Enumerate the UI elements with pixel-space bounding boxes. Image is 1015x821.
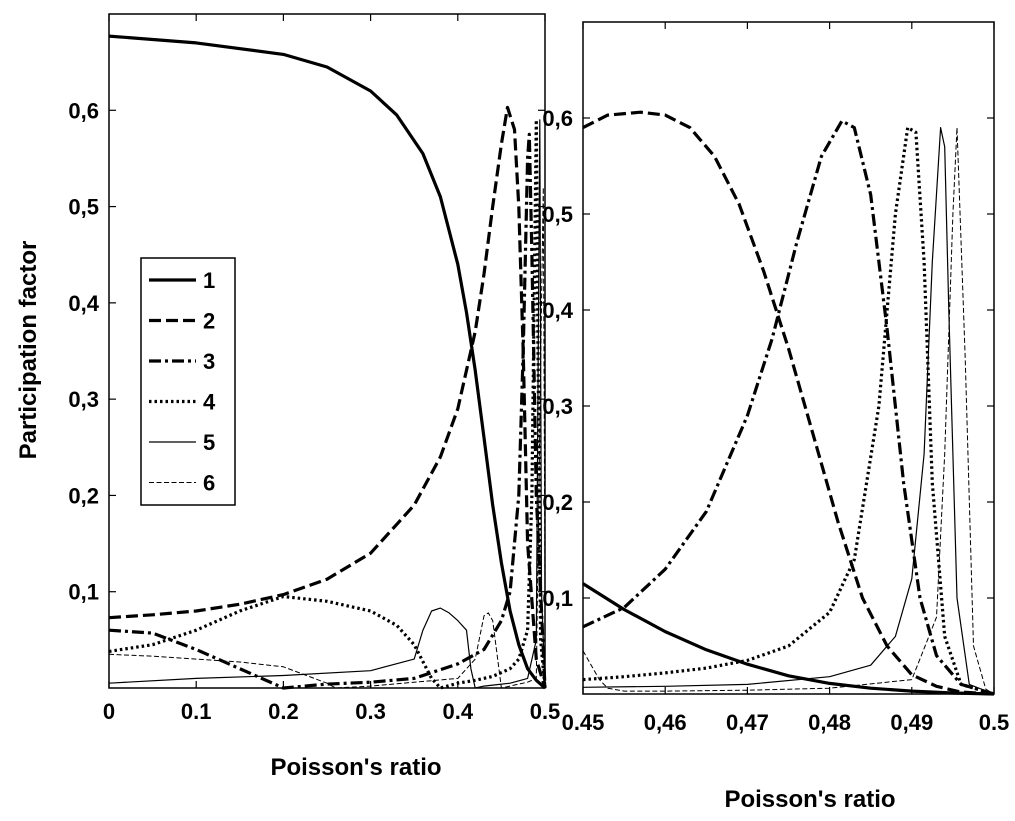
series-1-line: [108, 34, 547, 690]
series-4-line: [582, 125, 995, 696]
x-tick-label: 0.4: [443, 699, 474, 724]
y-tick-label: 0,6: [68, 98, 99, 123]
x-tick-label: 0.5: [530, 699, 561, 724]
y-tick-label: 0,2: [542, 490, 573, 515]
series-4-line: [108, 118, 547, 690]
series-6-line: [108, 186, 546, 689]
x-tick-label: 0,49: [890, 710, 933, 735]
right-panel: 0.45 0,46 0,47 0,48 0,49 0.5 0,1 0,2 0,3 0,4 0,5 0,…: [542, 21, 1009, 813]
legend-box: [140, 257, 236, 506]
legend-label-5: 5: [203, 430, 215, 455]
x-tick-label: 0,48: [808, 710, 851, 735]
series-5-line: [582, 126, 995, 695]
x-tick-label: 0.2: [268, 699, 299, 724]
legend-label-6: 6: [203, 471, 215, 496]
series-2-line: [582, 110, 995, 696]
legend-label-3: 3: [203, 349, 215, 374]
right-plot-curves: [582, 110, 995, 696]
x-tick-label: 0.45: [562, 710, 605, 735]
series-3-line: [582, 119, 995, 696]
series-1-line: [582, 582, 995, 696]
left-plot-frame: [108, 13, 546, 689]
y-tick-label: 0,4: [68, 291, 99, 316]
y-tick-label: 0,5: [68, 195, 99, 220]
legend-label-1: 1: [203, 268, 215, 293]
y-tick-label: 0,1: [68, 580, 99, 605]
y-tick-label: 0,3: [542, 394, 573, 419]
y-tick-label: 0,5: [542, 202, 573, 227]
legend: 1 2 3 4 5 6: [140, 257, 236, 506]
x-tick-label: 0: [103, 699, 115, 724]
series-3-line: [108, 132, 547, 690]
series-2-line: [108, 105, 547, 689]
left-plot-curves: [108, 34, 547, 690]
right-plot-frame: [582, 21, 995, 695]
left-y-axis-title: Participation factor: [15, 241, 42, 460]
right-x-axis-title: Poisson's ratio: [724, 786, 895, 813]
x-tick-label: 0.5: [979, 710, 1010, 735]
series-5-line: [108, 119, 546, 689]
y-tick-label: 0,4: [542, 298, 573, 323]
x-tick-label: 0.3: [355, 699, 386, 724]
x-tick-label: 0,46: [644, 710, 687, 735]
legend-label-2: 2: [203, 309, 215, 334]
series-6-line: [582, 127, 995, 695]
y-tick-label: 0,6: [542, 106, 573, 131]
left-panel: 0 0.1 0.2 0.3 0.4 0.5 0,1 0,2 0,3 0,4 0,5 0,6 Poiss…: [15, 13, 560, 781]
y-tick-label: 0,3: [68, 387, 99, 412]
y-tick-label: 0,1: [542, 586, 573, 611]
x-tick-label: 0.1: [181, 699, 212, 724]
left-plot-ticks: 0 0.1 0.2 0.3 0.4 0.5 0,1 0,2 0,3 0,4 0,5 0,6: [68, 14, 560, 724]
legend-label-4: 4: [203, 390, 216, 415]
y-tick-label: 0,2: [68, 483, 99, 508]
left-x-axis-title: Poisson's ratio: [270, 754, 441, 781]
x-tick-label: 0,47: [726, 710, 769, 735]
right-plot-ticks: 0.45 0,46 0,47 0,48 0,49 0.5 0,1 0,2 0,3 0,4 0,5 0,…: [542, 22, 1009, 735]
